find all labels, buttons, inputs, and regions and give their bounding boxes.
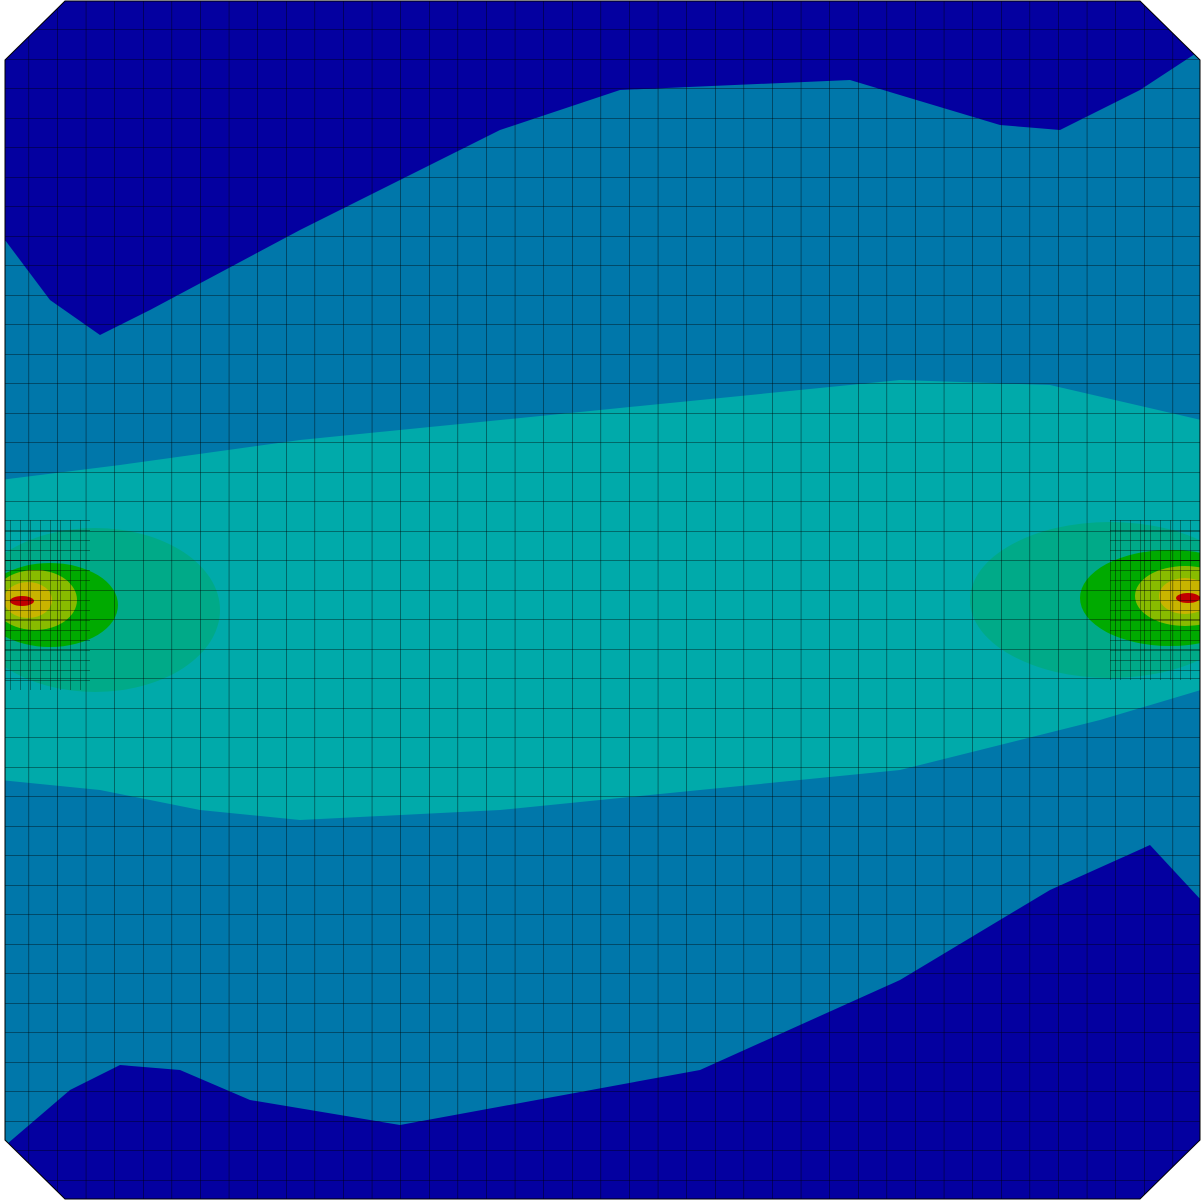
mesh-fine-left — [0, 520, 90, 690]
mesh — [0, 0, 1201, 1201]
contour-plot — [0, 0, 1201, 1201]
domain — [0, 0, 1201, 1201]
mesh-fine-right — [1110, 520, 1201, 680]
page: (() => { const data = JSON.parse(documen… — [0, 0, 1201, 1201]
